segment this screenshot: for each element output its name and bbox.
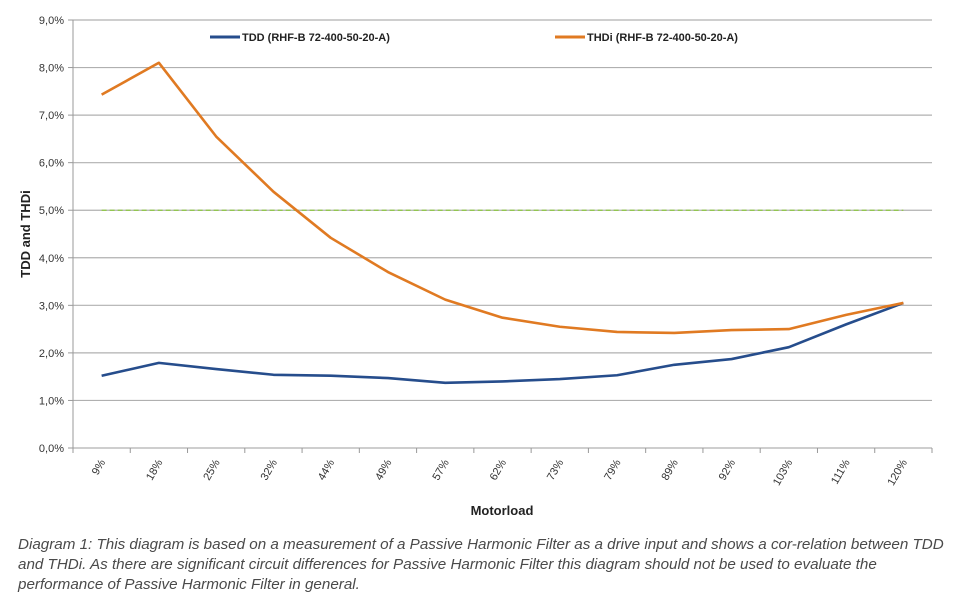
- x-axis-ticks: 9% 18% 25% 32% 44% 49% 57% 62% 73% 79% 89% 92% 103% 1…: [72, 448, 933, 488]
- x-tick-label: 89%: [659, 457, 681, 482]
- line-chart: 0,0% 1,0% 2,0% 3,0% 4,0% 5,0% 6,0% 7,0% 8,0% 9,0%…: [18, 15, 933, 518]
- y-tick-label: 3,0%: [39, 300, 64, 312]
- legend-label: THDi (RHF-B 72-400-50-20-A): [587, 32, 738, 44]
- y-tick-label: 1,0%: [39, 395, 64, 407]
- x-tick-label: 79%: [602, 457, 624, 482]
- x-tick-label: 92%: [717, 457, 739, 482]
- y-axis-ticks: 0,0% 1,0% 2,0% 3,0% 4,0% 5,0% 6,0% 7,0% 8,0% 9,0%: [39, 15, 73, 455]
- diagram-caption: Diagram 1: This diagram is based on a me…: [18, 536, 944, 593]
- x-tick-label: 103%: [771, 457, 796, 488]
- x-tick-label: 9%: [90, 457, 108, 477]
- x-tick-label: 49%: [373, 457, 395, 482]
- x-tick-label: 32%: [259, 457, 281, 482]
- y-tick-label: 8,0%: [39, 63, 64, 75]
- y-tick-label: 5,0%: [39, 205, 64, 217]
- x-axis-label: Motorload: [471, 503, 534, 518]
- y-tick-label: 0,0%: [39, 443, 64, 455]
- x-tick-label: 57%: [430, 457, 452, 482]
- legend-label: TDD (RHF-B 72-400-50-20-A): [242, 32, 390, 44]
- x-tick-label: 120%: [886, 457, 911, 488]
- x-tick-label: 111%: [829, 457, 853, 486]
- gridlines: [72, 19, 932, 449]
- x-tick-label: 73%: [545, 457, 567, 482]
- series-lines: [101, 61, 904, 385]
- y-tick-label: 6,0%: [39, 158, 64, 170]
- series-line-thdi: [101, 61, 904, 335]
- y-axis-label: TDD and THDi: [18, 190, 33, 277]
- legend: TDD (RHF-B 72-400-50-20-A) THDi (RHF-B 72…: [210, 32, 738, 44]
- x-tick-label: 62%: [488, 457, 510, 482]
- y-tick-label: 2,0%: [39, 348, 64, 360]
- y-tick-label: 4,0%: [39, 253, 64, 265]
- series-line-tdd: [101, 301, 904, 385]
- x-tick-label: 44%: [316, 457, 338, 482]
- y-tick-label: 9,0%: [39, 15, 64, 27]
- x-tick-label: 18%: [144, 457, 166, 482]
- x-tick-label: 25%: [201, 457, 223, 482]
- y-tick-label: 7,0%: [39, 110, 64, 122]
